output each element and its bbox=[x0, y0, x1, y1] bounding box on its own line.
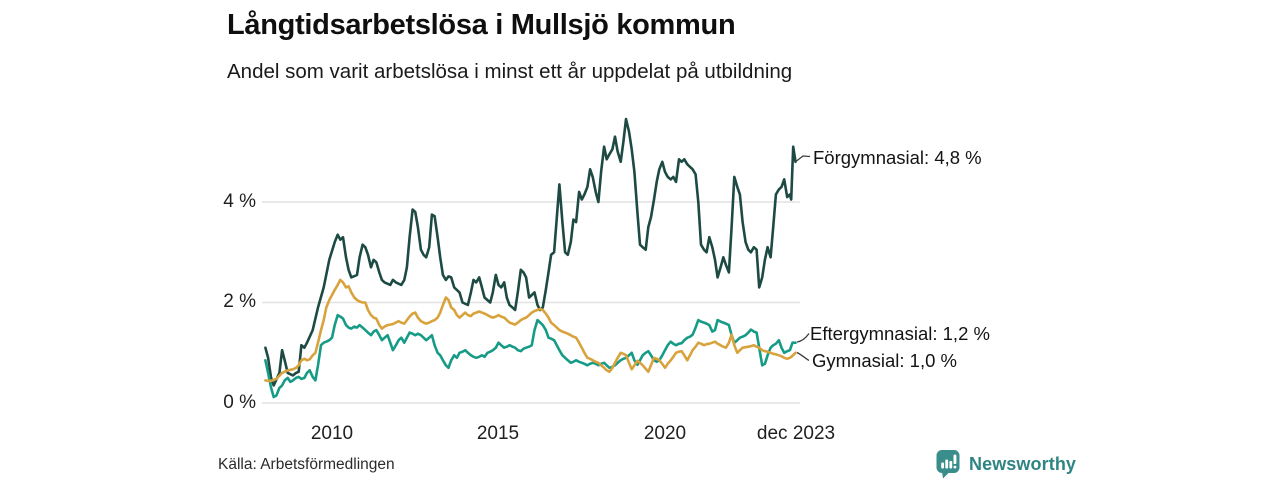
series-label-forgymnasial: Förgymnasial: 4,8 % bbox=[813, 147, 982, 168]
leader-line-forgymnasial bbox=[796, 155, 811, 162]
chart-title: Långtidsarbetslösa i Mullsjö kommun bbox=[227, 9, 736, 41]
newsworthy-logo-icon bbox=[936, 450, 960, 479]
leader-line-eftergymnasial bbox=[796, 333, 810, 343]
source-note: Källa: Arbetsförmedlingen bbox=[218, 456, 395, 473]
newsworthy-logo-text: Newsworthy bbox=[969, 453, 1077, 474]
y-tick-4pct: 4 % bbox=[223, 191, 256, 212]
x-tick-dec-2023: dec 2023 bbox=[756, 423, 836, 444]
leader-line-gymnasial bbox=[796, 351, 810, 362]
series-line-forgymnasial bbox=[264, 117, 797, 387]
series-line-eftergymnasial bbox=[264, 313, 797, 399]
series-layer bbox=[264, 117, 797, 399]
y-tick-2pct: 2 % bbox=[223, 291, 256, 312]
series-line-gymnasial bbox=[264, 278, 797, 383]
x-tick-2015: 2015 bbox=[476, 423, 520, 444]
x-tick-2020: 2020 bbox=[643, 423, 687, 444]
chart-subtitle: Andel som varit arbetslösa i minst ett å… bbox=[227, 60, 793, 83]
y-tick-0pct: 0 % bbox=[223, 392, 256, 413]
series-label-gymnasial: Gymnasial: 1,0 % bbox=[812, 350, 957, 371]
newsworthy-logo[interactable]: Newsworthy bbox=[936, 449, 1076, 479]
x-tick-2010: 2010 bbox=[310, 423, 354, 444]
series-label-eftergymnasial: Eftergymnasial: 1,2 % bbox=[810, 323, 990, 344]
